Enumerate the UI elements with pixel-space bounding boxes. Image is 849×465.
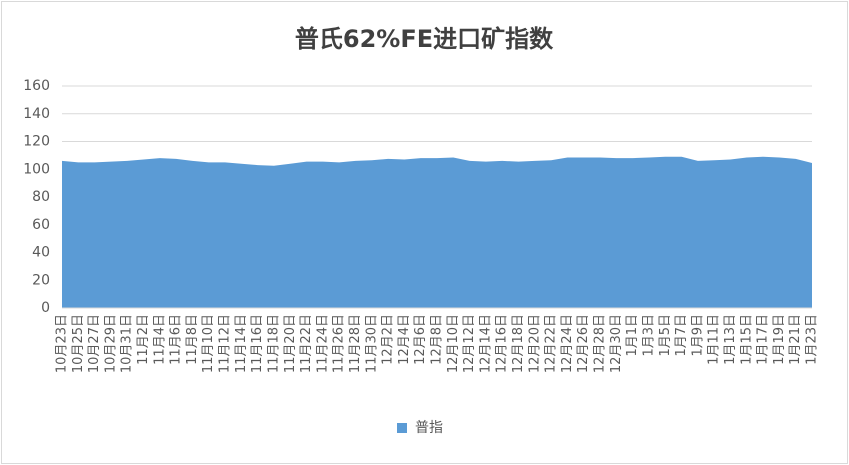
x-tick-label: 12月12日 <box>462 314 477 373</box>
x-tick-label: 10月27日 <box>87 314 102 373</box>
x-tick-label: 12月16日 <box>495 314 510 373</box>
x-tick-label: 11月26日 <box>332 314 347 373</box>
y-tick-label: 80 <box>32 189 50 205</box>
x-tick-label: 12月30日 <box>609 314 624 373</box>
x-tick-label: 1月7日 <box>674 314 689 357</box>
x-tick-label: 11月24日 <box>315 314 330 373</box>
x-tick-label: 10月31日 <box>120 314 135 373</box>
x-tick-label: 11月22日 <box>299 314 314 373</box>
x-tick-label: 10月23日 <box>55 314 70 373</box>
x-tick-label: 10月29日 <box>103 314 118 373</box>
x-tick-label: 1月9日 <box>690 314 705 357</box>
x-tick-label: 1月21日 <box>788 314 803 365</box>
x-tick-label: 12月4日 <box>397 314 412 365</box>
x-tick-label: 12月20日 <box>527 314 542 373</box>
x-tick-label: 12月6日 <box>413 314 428 365</box>
x-tick-label: 11月20日 <box>283 314 298 373</box>
legend-label: 普指 <box>415 420 443 436</box>
y-tick-label: 40 <box>32 245 50 261</box>
y-tick-label: 0 <box>41 300 50 316</box>
x-tick-label: 1月17日 <box>756 314 771 365</box>
x-tick-label: 12月22日 <box>544 314 559 373</box>
x-tick-label: 11月2日 <box>136 314 151 365</box>
x-tick-label: 12月18日 <box>511 314 526 373</box>
y-tick-label: 100 <box>23 161 50 177</box>
x-tick-label: 1月15日 <box>739 314 754 365</box>
y-tick-label: 120 <box>23 134 50 150</box>
x-tick-label: 10月25日 <box>71 314 86 373</box>
x-tick-label: 12月2日 <box>381 314 396 365</box>
y-tick-label: 60 <box>32 217 50 233</box>
x-tick-label: 12月8日 <box>430 314 445 365</box>
x-tick-label: 12月28日 <box>593 314 608 373</box>
legend-swatch <box>397 423 407 433</box>
x-tick-label: 1月3日 <box>641 314 656 357</box>
x-tick-label: 1月13日 <box>723 314 738 365</box>
y-tick-label: 160 <box>23 78 50 94</box>
x-tick-label: 1月23日 <box>805 314 820 365</box>
x-tick-label: 11月6日 <box>169 314 184 365</box>
x-tick-label: 12月14日 <box>478 314 493 373</box>
area <box>62 156 812 308</box>
x-tick-label: 11月18日 <box>266 314 281 373</box>
x-tick-label: 11月4日 <box>152 314 167 365</box>
x-tick-label: 1月11日 <box>707 314 722 365</box>
x-tick-label: 11月28日 <box>348 314 363 373</box>
x-tick-label: 11月16日 <box>250 314 265 373</box>
chart-title: 普氏62%FE进口矿指数 <box>295 25 554 53</box>
y-tick-label: 20 <box>32 272 50 288</box>
x-tick-label: 11月10日 <box>201 314 216 373</box>
x-tick-label: 11月12日 <box>218 314 233 373</box>
x-tick-label: 11月8日 <box>185 314 200 365</box>
x-tick-label: 1月5日 <box>658 314 673 357</box>
x-tick-label: 1月1日 <box>625 314 640 357</box>
x-tick-label: 12月24日 <box>560 314 575 373</box>
x-tick-label: 11月14日 <box>234 314 249 373</box>
x-tick-label: 12月10日 <box>446 314 461 373</box>
x-tick-label: 1月19日 <box>772 314 787 365</box>
x-tick-label: 11月30日 <box>364 314 379 373</box>
x-tick-label: 12月26日 <box>576 314 591 373</box>
y-tick-label: 140 <box>23 106 50 122</box>
